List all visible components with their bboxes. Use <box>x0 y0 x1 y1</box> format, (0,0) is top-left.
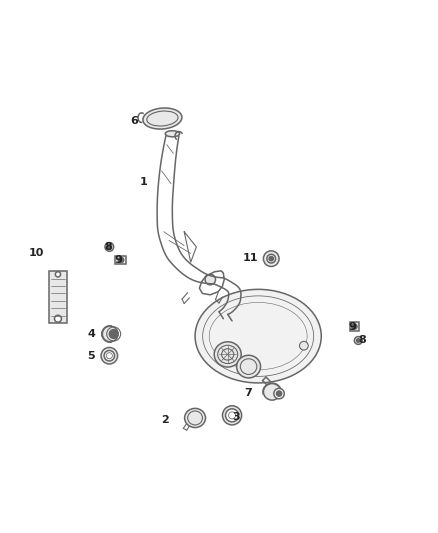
Circle shape <box>55 272 60 277</box>
Circle shape <box>263 251 279 266</box>
Text: 11: 11 <box>243 253 258 263</box>
Text: 3: 3 <box>232 411 240 422</box>
Text: 9: 9 <box>349 322 357 333</box>
Circle shape <box>274 389 284 399</box>
Circle shape <box>110 329 118 338</box>
Text: 7: 7 <box>244 387 252 398</box>
Ellipse shape <box>263 384 281 400</box>
Circle shape <box>267 254 276 263</box>
Ellipse shape <box>214 342 241 367</box>
Circle shape <box>105 243 114 251</box>
Ellipse shape <box>165 131 180 137</box>
Ellipse shape <box>223 406 242 425</box>
Text: 8: 8 <box>105 242 113 252</box>
Text: 2: 2 <box>161 415 169 425</box>
Ellipse shape <box>185 408 205 427</box>
Text: 9: 9 <box>114 255 122 265</box>
Circle shape <box>354 336 362 344</box>
FancyBboxPatch shape <box>116 256 126 264</box>
Ellipse shape <box>195 289 321 383</box>
Circle shape <box>118 257 124 263</box>
Ellipse shape <box>237 356 261 378</box>
Text: 8: 8 <box>358 335 366 345</box>
Text: 10: 10 <box>28 248 44 259</box>
Text: 5: 5 <box>87 351 95 361</box>
Ellipse shape <box>226 409 239 422</box>
Circle shape <box>300 341 308 350</box>
Ellipse shape <box>104 351 115 361</box>
Circle shape <box>205 274 215 285</box>
Text: 4: 4 <box>87 329 95 339</box>
Text: 6: 6 <box>131 116 138 126</box>
Circle shape <box>107 245 112 249</box>
FancyBboxPatch shape <box>350 322 359 331</box>
Ellipse shape <box>101 348 117 364</box>
FancyBboxPatch shape <box>49 271 67 323</box>
Circle shape <box>269 256 273 261</box>
Ellipse shape <box>143 108 182 129</box>
Circle shape <box>352 324 357 329</box>
Ellipse shape <box>102 326 118 342</box>
Circle shape <box>357 339 360 342</box>
Circle shape <box>276 391 282 396</box>
Text: 1: 1 <box>139 176 147 187</box>
Circle shape <box>54 315 61 322</box>
